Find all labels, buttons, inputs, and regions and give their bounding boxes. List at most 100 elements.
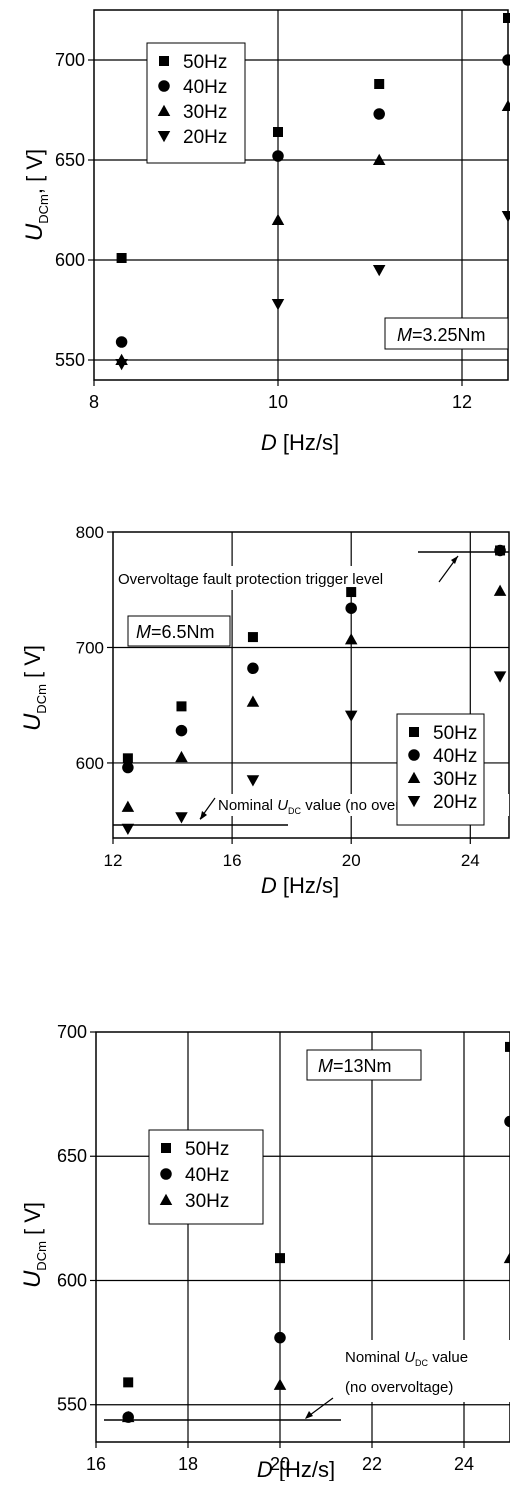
y-tick-label: 550 (57, 1395, 87, 1415)
trigger-label-bg (117, 566, 453, 590)
x-tick-label: 12 (452, 392, 472, 412)
nominal-label-line1: Nominal UDC value (345, 1349, 468, 1368)
x-tick-label: 18 (178, 1454, 198, 1474)
data-point-30hz (271, 213, 285, 225)
data-point-50hz (505, 1041, 510, 1052)
x-tick-label: 20 (270, 1454, 290, 1474)
legend-marker-50hz (159, 56, 169, 66)
data-points (121, 1041, 510, 1423)
data-point-50hz (275, 1253, 285, 1264)
data-point-20hz (344, 710, 358, 722)
legend-marker-30hz (159, 1193, 173, 1205)
annotation-box (306, 1049, 422, 1081)
data-point-20hz (246, 775, 260, 787)
data-point-20hz (372, 265, 386, 277)
data-point-50hz (176, 701, 187, 712)
y-tick-label: 600 (55, 250, 85, 270)
nominal-label-bg (335, 1340, 510, 1402)
x-axis-label: D [Hz/s] (257, 1457, 335, 1481)
annotation-box (384, 317, 509, 350)
chart-panel-1: 8 10 12 550 600 650 700 50Hz 40Hz 30Hz 20Hz M=3.2… (21, 9, 510, 455)
legend-label: 30Hz (433, 769, 477, 790)
y-tick-label: 650 (55, 150, 85, 170)
data-point-40hz (247, 662, 259, 675)
x-tick-label: 24 (454, 1454, 474, 1474)
data-point-40hz (373, 108, 385, 120)
y-tick-label: 650 (57, 1146, 87, 1166)
legend-label: 30Hz (183, 102, 227, 123)
y-axis-label: UDCm [ V] (19, 645, 49, 731)
nominal-label-line2: (no overvoltage) (345, 1379, 453, 1396)
legend-marker-20hz (157, 131, 171, 143)
data-point-30hz (121, 800, 135, 812)
data-point-30hz (273, 1378, 287, 1390)
data-point-40hz (504, 1115, 510, 1128)
data-point-50hz (247, 632, 258, 643)
legend-marker-30hz (407, 771, 421, 783)
y-tick-label: 550 (55, 350, 85, 370)
annotation-box (127, 615, 231, 647)
data-point-20hz (115, 359, 128, 371)
legend-label: 40Hz (433, 746, 477, 767)
legend-label: 50Hz (433, 723, 477, 744)
data-point-40hz (502, 54, 510, 66)
data-point-30hz (493, 584, 507, 596)
axis-ticks: 8 10 12 550 600 650 700 (55, 50, 472, 412)
trigger-label: Overvoltage fault protection trigger lev… (118, 571, 383, 588)
data-point-40hz (122, 761, 134, 774)
nominal-arrowhead (305, 1411, 313, 1419)
legend-marker-40hz (158, 80, 170, 92)
data-point-30hz (503, 1251, 510, 1264)
data-point-30hz (246, 695, 260, 707)
data-points (121, 544, 507, 836)
nominal-arrowhead (200, 811, 207, 820)
x-tick-label: 16 (223, 851, 242, 870)
y-tick-label: 800 (76, 523, 104, 542)
annotation-text: M=6.5Nm (136, 622, 215, 642)
data-point-40hz (274, 1331, 286, 1344)
x-tick-label: 12 (104, 851, 123, 870)
data-point-50hz (123, 1377, 134, 1388)
data-point-20hz (175, 812, 188, 824)
data-point-40hz (175, 724, 188, 737)
data-point-50hz (273, 127, 283, 137)
data-point-30hz (344, 633, 358, 645)
legend-marker-40hz (160, 1168, 172, 1180)
trigger-arrowhead (451, 556, 458, 564)
x-tick-label: 10 (268, 392, 288, 412)
x-tick-label: 8 (89, 392, 99, 412)
x-axis-label: D [Hz/s] (261, 873, 339, 898)
data-point-30hz (501, 99, 510, 111)
legend-label: 30Hz (185, 1191, 229, 1212)
y-tick-label: 700 (55, 50, 85, 70)
plot-frame (95, 1031, 510, 1443)
data-point-30hz (175, 750, 188, 763)
data-point-50hz (116, 253, 127, 263)
data-point-20hz (493, 671, 507, 683)
annotation-text: M=13Nm (318, 1056, 392, 1076)
data-point-40hz (115, 336, 128, 348)
data-point-40hz (494, 544, 506, 557)
legend-label: 20Hz (183, 127, 227, 148)
x-axis-label: D [Hz/s] (261, 430, 339, 455)
chart-panel-3: 16 18 20 22 24 550 600 650 700 Nominal UDC value… (19, 1022, 510, 1482)
y-tick-label: 700 (76, 638, 104, 657)
plot-frame (93, 9, 509, 381)
x-tick-label: 20 (342, 851, 361, 870)
legend-label: 40Hz (183, 77, 227, 98)
legend-marker-30hz (157, 104, 171, 116)
legend-marker-50hz (161, 1143, 171, 1153)
y-tick-label: 700 (57, 1022, 87, 1042)
data-point-30hz (121, 1410, 135, 1423)
y-axis-label: UDCm [ V] (19, 1202, 49, 1288)
legend-label: 20Hz (433, 792, 477, 813)
data-point-20hz (501, 211, 510, 223)
data-point-30hz (372, 153, 386, 165)
x-tick-label: 22 (362, 1454, 382, 1474)
data-point-40hz (345, 602, 357, 614)
data-point-20hz (271, 299, 285, 311)
